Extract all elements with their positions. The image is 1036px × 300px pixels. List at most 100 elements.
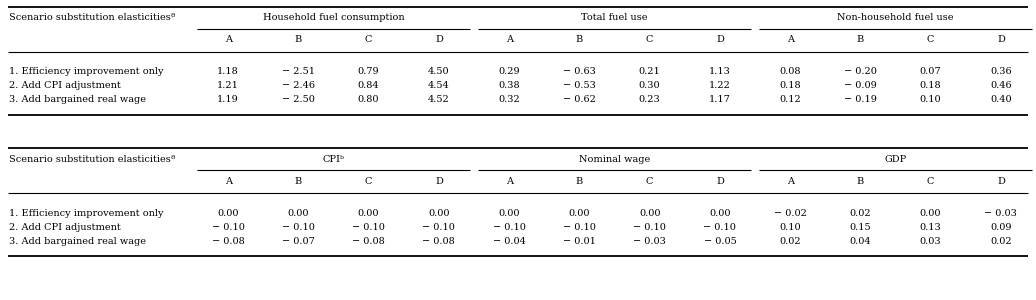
Text: 0.00: 0.00 (357, 208, 379, 217)
Text: 1.21: 1.21 (218, 82, 239, 91)
Text: − 0.62: − 0.62 (563, 95, 596, 104)
Text: 0.02: 0.02 (990, 236, 1012, 245)
Text: 0.04: 0.04 (850, 236, 871, 245)
Text: D: D (997, 35, 1005, 44)
Text: 0.00: 0.00 (569, 208, 591, 217)
Text: − 0.63: − 0.63 (563, 68, 596, 76)
Text: 3. Add bargained real wage: 3. Add bargained real wage (9, 236, 146, 245)
Text: − 0.03: − 0.03 (984, 208, 1017, 217)
Text: Scenario substitution elasticitiesª: Scenario substitution elasticitiesª (9, 14, 175, 22)
Text: 0.02: 0.02 (850, 208, 871, 217)
Text: 4.54: 4.54 (428, 82, 450, 91)
Text: A: A (225, 35, 232, 44)
Text: 0.09: 0.09 (990, 223, 1011, 232)
Text: 0.03: 0.03 (920, 236, 942, 245)
Text: Non-household fuel use: Non-household fuel use (837, 14, 954, 22)
Text: GDP: GDP (885, 154, 906, 164)
Text: 0.10: 0.10 (779, 223, 801, 232)
Text: − 0.07: − 0.07 (282, 236, 315, 245)
Text: 0.32: 0.32 (498, 95, 520, 104)
Text: 1.22: 1.22 (709, 82, 730, 91)
Text: 0.08: 0.08 (779, 68, 801, 76)
Text: − 0.10: − 0.10 (352, 223, 385, 232)
Text: 0.00: 0.00 (218, 208, 239, 217)
Text: B: B (857, 176, 864, 185)
Text: Nominal wage: Nominal wage (579, 154, 651, 164)
Text: − 2.46: − 2.46 (282, 82, 315, 91)
Text: Scenario substitution elasticitiesª: Scenario substitution elasticitiesª (9, 154, 175, 164)
Text: − 0.10: − 0.10 (563, 223, 596, 232)
Text: 0.38: 0.38 (498, 82, 520, 91)
Text: B: B (857, 35, 864, 44)
Text: 0.15: 0.15 (850, 223, 871, 232)
Text: 0.21: 0.21 (639, 68, 661, 76)
Text: D: D (716, 35, 724, 44)
Text: − 0.10: − 0.10 (282, 223, 315, 232)
Text: 1. Efficiency improvement only: 1. Efficiency improvement only (9, 208, 164, 217)
Text: 0.79: 0.79 (357, 68, 379, 76)
Text: 1.18: 1.18 (218, 68, 239, 76)
Text: C: C (645, 176, 654, 185)
Text: 0.00: 0.00 (428, 208, 450, 217)
Text: A: A (506, 176, 513, 185)
Text: B: B (295, 35, 303, 44)
Text: 4.52: 4.52 (428, 95, 450, 104)
Text: 0.36: 0.36 (990, 68, 1012, 76)
Text: B: B (576, 176, 583, 185)
Text: 0.18: 0.18 (920, 82, 942, 91)
Text: 2. Add CPI adjustment: 2. Add CPI adjustment (9, 82, 121, 91)
Text: C: C (645, 35, 654, 44)
Text: 4.50: 4.50 (428, 68, 450, 76)
Text: 1.19: 1.19 (218, 95, 239, 104)
Text: − 0.10: − 0.10 (423, 223, 455, 232)
Text: − 0.10: − 0.10 (703, 223, 737, 232)
Text: 0.00: 0.00 (920, 208, 942, 217)
Text: 0.10: 0.10 (920, 95, 942, 104)
Text: − 0.20: − 0.20 (844, 68, 876, 76)
Text: B: B (295, 176, 303, 185)
Text: − 0.08: − 0.08 (211, 236, 244, 245)
Text: A: A (786, 176, 794, 185)
Text: 0.30: 0.30 (639, 82, 660, 91)
Text: 0.07: 0.07 (920, 68, 942, 76)
Text: 0.23: 0.23 (639, 95, 661, 104)
Text: − 0.01: − 0.01 (563, 236, 596, 245)
Text: − 0.19: − 0.19 (844, 95, 876, 104)
Text: − 0.10: − 0.10 (211, 223, 244, 232)
Text: − 2.50: − 2.50 (282, 95, 315, 104)
Text: C: C (365, 176, 372, 185)
Text: 0.18: 0.18 (779, 82, 801, 91)
Text: D: D (435, 35, 442, 44)
Text: 0.02: 0.02 (779, 236, 801, 245)
Text: 0.40: 0.40 (990, 95, 1012, 104)
Text: − 0.04: − 0.04 (493, 236, 525, 245)
Text: C: C (927, 35, 934, 44)
Text: − 0.05: − 0.05 (703, 236, 737, 245)
Text: 1.13: 1.13 (709, 68, 730, 76)
Text: 2. Add CPI adjustment: 2. Add CPI adjustment (9, 223, 121, 232)
Text: 1. Efficiency improvement only: 1. Efficiency improvement only (9, 68, 164, 76)
Text: − 0.08: − 0.08 (352, 236, 385, 245)
Text: A: A (786, 35, 794, 44)
Text: 0.00: 0.00 (709, 208, 730, 217)
Text: − 0.10: − 0.10 (633, 223, 666, 232)
Text: − 0.02: − 0.02 (774, 208, 807, 217)
Text: 0.46: 0.46 (990, 82, 1012, 91)
Text: Total fuel use: Total fuel use (581, 14, 648, 22)
Text: − 0.08: − 0.08 (423, 236, 455, 245)
Text: − 0.03: − 0.03 (633, 236, 666, 245)
Text: 3. Add bargained real wage: 3. Add bargained real wage (9, 95, 146, 104)
Text: − 0.10: − 0.10 (493, 223, 525, 232)
Text: 0.12: 0.12 (779, 95, 801, 104)
Text: CPIᵇ: CPIᵇ (322, 154, 344, 164)
Text: 0.00: 0.00 (498, 208, 520, 217)
Text: − 2.51: − 2.51 (282, 68, 315, 76)
Text: B: B (576, 35, 583, 44)
Text: − 0.53: − 0.53 (563, 82, 596, 91)
Text: 0.00: 0.00 (288, 208, 309, 217)
Text: C: C (927, 176, 934, 185)
Text: 0.00: 0.00 (639, 208, 660, 217)
Text: 0.84: 0.84 (357, 82, 379, 91)
Text: 0.29: 0.29 (498, 68, 520, 76)
Text: 0.80: 0.80 (357, 95, 379, 104)
